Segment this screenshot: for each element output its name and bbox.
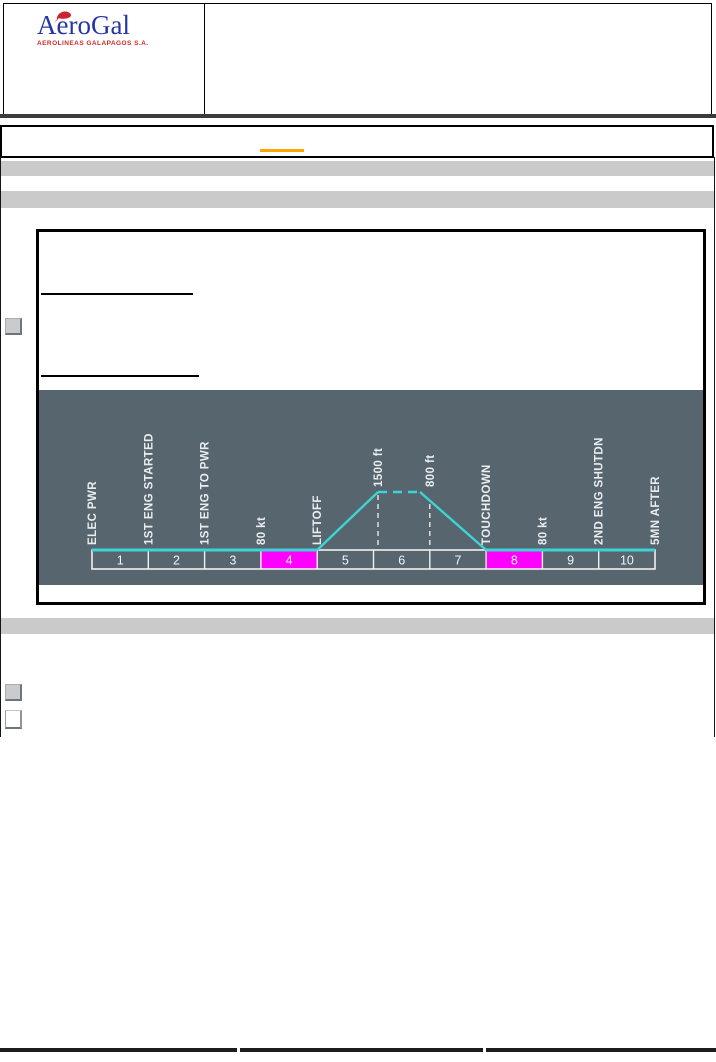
segment-number-8: 8 [511, 554, 518, 568]
flight-phase-diagram: ELEC PWR 1ST ENG STARTED 1ST ENG TO PWR … [39, 390, 703, 585]
logo-brand-text: AeroGal [37, 10, 130, 40]
section-bar-2 [1, 191, 714, 208]
marker-touchdown: TOUCHDOWN [481, 464, 493, 545]
timeline-separators [147, 550, 600, 569]
altitude-dashed-lines [377, 495, 431, 548]
segment-number-5: 5 [342, 554, 349, 568]
marker-liftoff: LIFTOFF [312, 495, 324, 545]
marker-elec-pwr: ELEC PWR [87, 481, 99, 545]
margin-anchor-square-2 [5, 684, 22, 701]
heading-underline-1 [41, 293, 193, 295]
marker-1st-eng-started: 1ST ENG STARTED [143, 433, 155, 545]
marker-2nd-eng-shutdn: 2ND ENG SHUTDN [594, 437, 606, 545]
footer-rule-right [486, 1048, 716, 1052]
marker-1st-eng-to-pwr: 1ST ENG TO PWR [200, 441, 212, 545]
flight-phases-box: ELEC PWR 1ST ENG STARTED 1ST ENG TO PWR … [36, 229, 706, 605]
segment-number-4: 4 [286, 554, 293, 568]
segment-number-6: 6 [398, 554, 405, 568]
section-bar-3 [1, 618, 714, 634]
header-table: AeroGal AEROLINEAS GALAPAGOS S.A. [3, 3, 712, 116]
logo-cell: AeroGal AEROLINEAS GALAPAGOS S.A. [4, 4, 205, 115]
marker-1500ft: 1500 ft [373, 448, 385, 487]
heading-underline-2 [41, 375, 199, 377]
segment-8-highlight [486, 550, 543, 569]
diagram-background [39, 390, 703, 585]
footer-rule-left [0, 1048, 237, 1052]
section-bar-1 [1, 161, 714, 176]
segment-number-3: 3 [229, 554, 236, 568]
marker-5mn-after: 5MN AFTER [650, 476, 662, 545]
header-title-cell [205, 4, 711, 115]
segment-4-highlight [260, 550, 318, 569]
phase-marker-labels: ELEC PWR 1ST ENG STARTED 1ST ENG TO PWR … [87, 433, 662, 545]
footer-rule-center [240, 1048, 483, 1052]
marker-800ft: 800 ft [425, 455, 437, 487]
parrot-icon [54, 11, 71, 23]
aerogal-logo: AeroGal AEROLINEAS GALAPAGOS S.A. [37, 10, 187, 47]
segment-numbers: 1 2 3 4 5 6 7 8 9 10 [117, 554, 634, 568]
title-link-underline[interactable] [260, 149, 304, 152]
logo-subtitle: AEROLINEAS GALAPAGOS S.A. [37, 40, 149, 47]
flight-profile-path [316, 490, 487, 551]
segment-number-2: 2 [173, 554, 180, 568]
content-frame [0, 157, 715, 737]
title-bar [0, 125, 714, 158]
marker-80kt-takeoff: 80 kt [256, 517, 268, 545]
segment-number-1: 1 [117, 554, 124, 568]
segment-number-9: 9 [567, 554, 574, 568]
segment-number-10: 10 [620, 554, 634, 568]
margin-anchor-square-1 [5, 318, 22, 335]
margin-checkbox[interactable] [5, 710, 22, 729]
segment-number-7: 7 [455, 554, 462, 568]
marker-80kt-landing: 80 kt [537, 517, 549, 545]
header-bottom-rule [0, 114, 716, 118]
